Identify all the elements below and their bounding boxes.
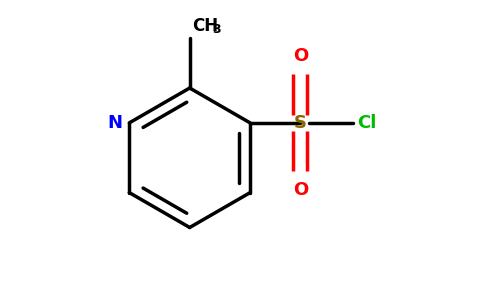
Text: O: O: [293, 47, 308, 65]
Text: O: O: [293, 181, 308, 199]
Text: S: S: [294, 114, 307, 132]
Text: N: N: [107, 114, 122, 132]
Text: 3: 3: [212, 23, 220, 37]
Text: Cl: Cl: [357, 114, 376, 132]
Text: CH: CH: [192, 16, 218, 34]
